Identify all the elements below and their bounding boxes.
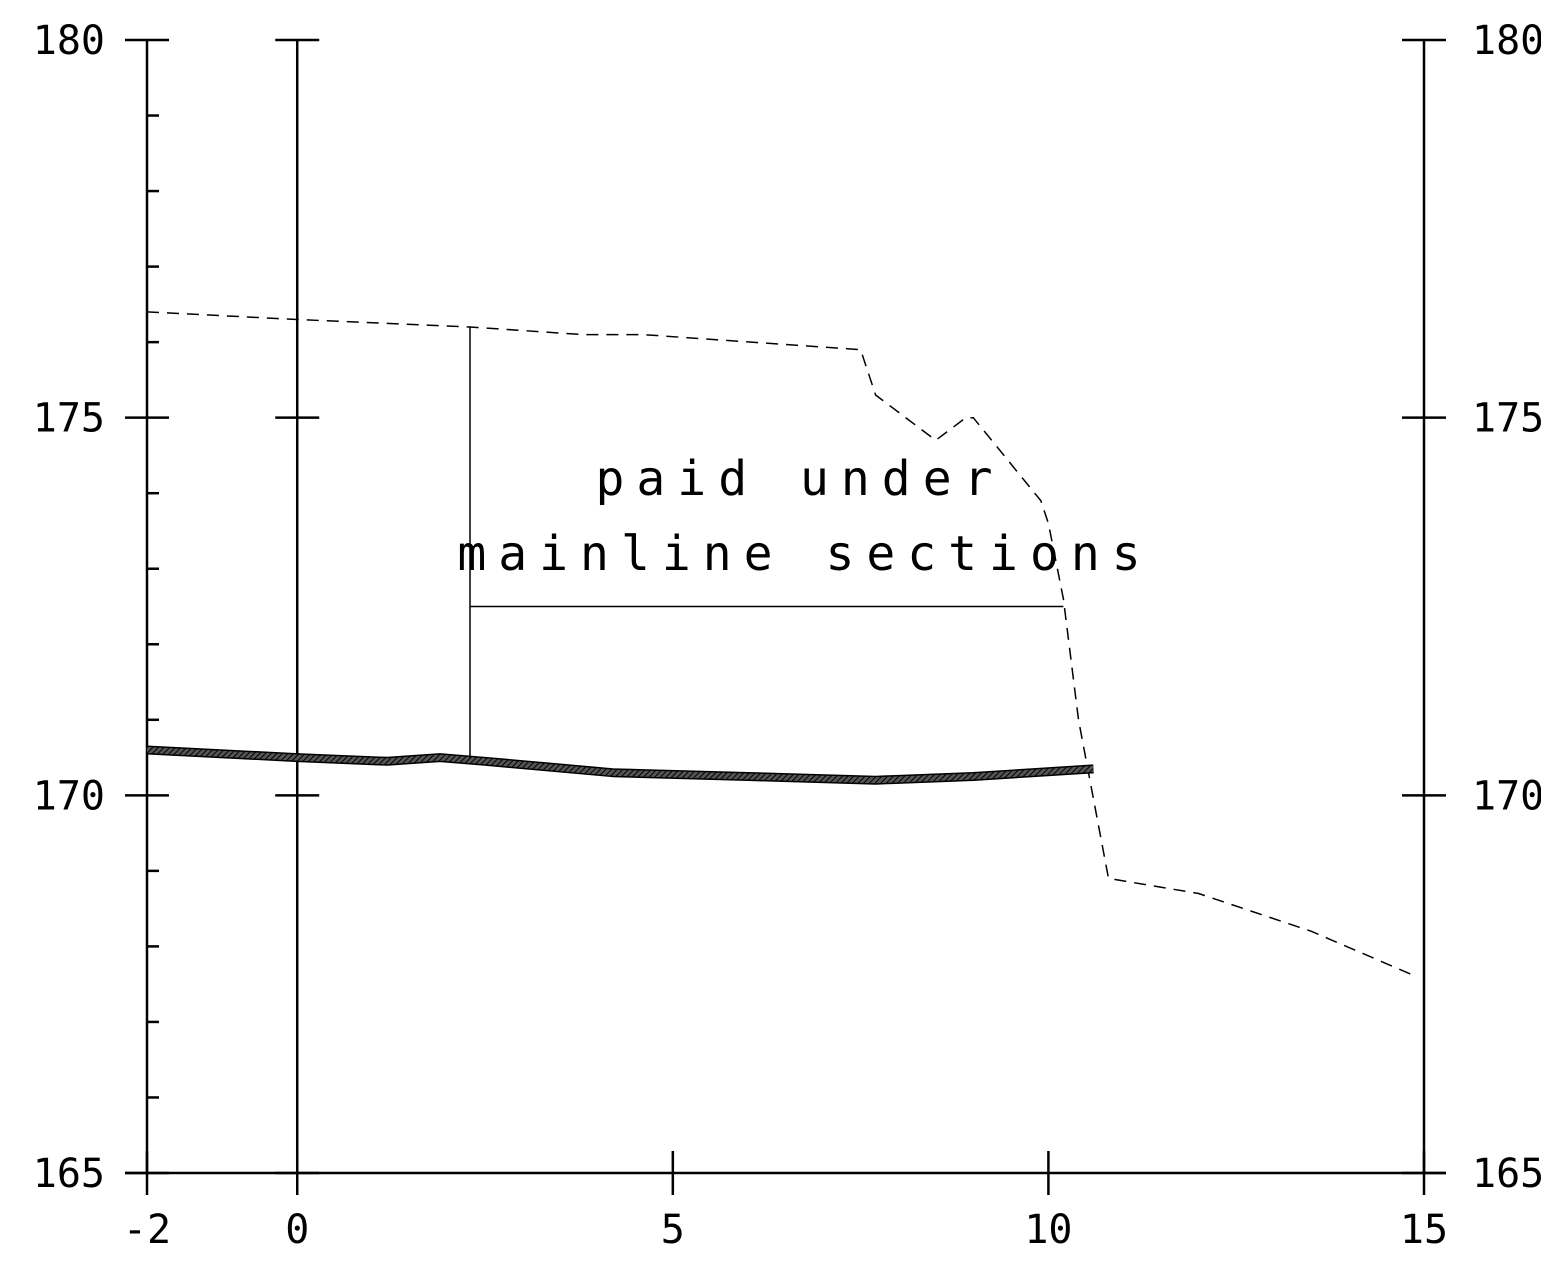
y-tick-label-left: 165 xyxy=(33,1151,105,1197)
y-tick-label-left: 170 xyxy=(33,773,105,819)
y-tick-label-left: 175 xyxy=(33,396,105,442)
y-tick-label-right: 180 xyxy=(1472,18,1541,64)
axes xyxy=(125,40,1446,1175)
x-tick-label: -2 xyxy=(123,1207,171,1253)
ticks: 165 165 170 170 175 175 180 180 -2 0 5 10 15 xyxy=(33,18,1541,1253)
x-tick-label: 15 xyxy=(1400,1207,1448,1253)
x-tick-label: 5 xyxy=(661,1207,685,1253)
series-dashed-line xyxy=(146,311,1417,978)
series xyxy=(146,311,1417,978)
series-thick-line xyxy=(146,747,1094,784)
annotation-line-2: mainline sections xyxy=(457,526,1152,582)
annotation-bracket xyxy=(469,327,1064,758)
y-tick-label-right: 170 xyxy=(1472,773,1541,819)
y-tick-label-right: 175 xyxy=(1472,396,1541,442)
y-tick-label-left: 180 xyxy=(33,18,105,64)
x-tick-label: 0 xyxy=(285,1207,309,1253)
y-tick-label-right: 165 xyxy=(1472,1151,1541,1197)
x-tick-label: 10 xyxy=(1024,1207,1072,1253)
annotation-line-1: paid under xyxy=(596,451,1005,507)
